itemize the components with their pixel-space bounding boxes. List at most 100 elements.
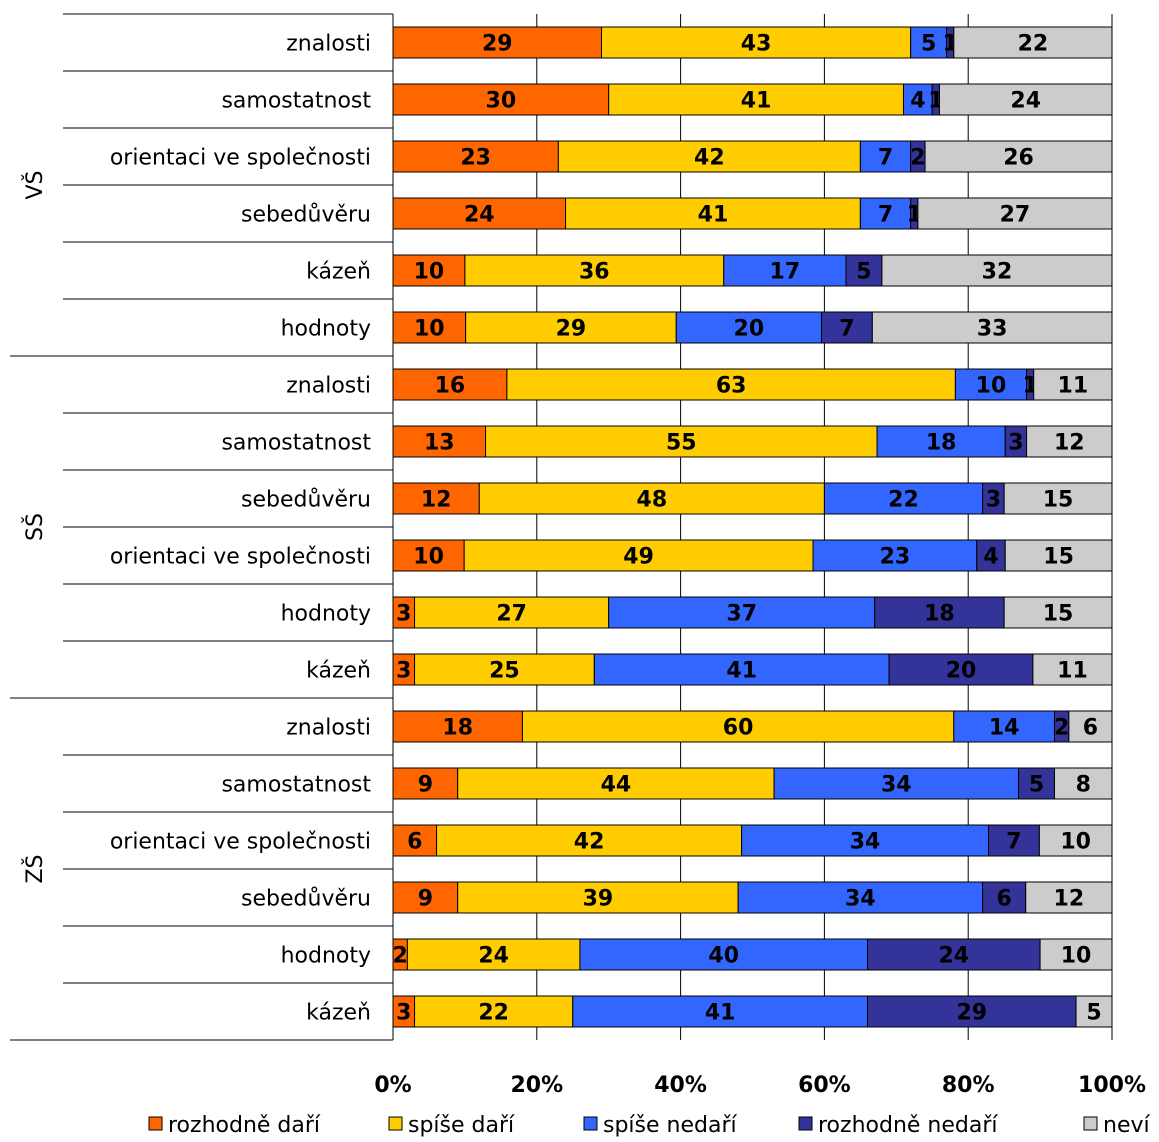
x-tick-label: 60%	[798, 1073, 851, 1098]
bar-segment	[953, 26, 1113, 59]
data-label: 3	[1008, 431, 1023, 456]
legend-swatch	[798, 1116, 813, 1131]
data-label: 49	[623, 545, 654, 570]
group-label: ZŠ	[22, 854, 48, 883]
bar-segment	[392, 767, 459, 800]
data-label: 37	[726, 602, 757, 627]
bar-segment	[871, 311, 1113, 344]
data-label: 63	[716, 374, 747, 399]
bar-segment	[1032, 653, 1113, 686]
bar-segment	[1033, 368, 1113, 401]
data-label: 24	[478, 944, 509, 969]
bar-segment	[593, 653, 890, 686]
data-label: 4	[910, 89, 925, 114]
category-label: kázeň	[306, 260, 371, 285]
category-label: kázeň	[306, 659, 371, 684]
data-label: 27	[1000, 203, 1031, 228]
bar-segment	[888, 653, 1034, 686]
bar-segment	[406, 938, 581, 971]
bar-segment	[876, 425, 1006, 458]
data-label: 41	[741, 89, 772, 114]
data-label: 15	[1043, 488, 1074, 513]
bar-segment	[982, 881, 1027, 914]
data-label: 24	[464, 203, 495, 228]
data-label: 12	[1054, 887, 1085, 912]
bar-segment	[820, 311, 873, 344]
bar-segment	[392, 881, 459, 914]
data-label: 2	[393, 944, 408, 969]
bar-segment	[675, 311, 822, 344]
data-label: 7	[839, 317, 854, 342]
data-label: 3	[396, 1001, 411, 1026]
data-label: 34	[881, 773, 912, 798]
bar-segment	[463, 539, 814, 572]
x-tick-label: 100%	[1078, 1073, 1146, 1098]
data-label: 20	[946, 659, 977, 684]
data-label: 3	[396, 602, 411, 627]
data-label: 5	[921, 32, 936, 57]
bar-segment	[392, 197, 567, 230]
data-label: 43	[741, 32, 772, 57]
bar-segment	[392, 710, 523, 743]
category-label: kázeň	[306, 1001, 371, 1026]
data-label: 34	[845, 887, 876, 912]
data-label: 12	[421, 488, 452, 513]
bar-segment	[579, 938, 869, 971]
bar-segment	[741, 824, 990, 857]
bar-segment	[392, 425, 487, 458]
data-label: 7	[878, 203, 893, 228]
category-label: samostatnost	[221, 773, 371, 798]
data-label: 48	[637, 488, 668, 513]
bar-segment	[464, 254, 725, 287]
bar-segment	[1003, 596, 1113, 629]
group-labels: VŠ SŠ ZŠ	[22, 170, 48, 883]
category-label: hodnoty	[281, 317, 371, 342]
bar-segment	[867, 938, 1041, 971]
bar-segment	[881, 254, 1113, 287]
bar-segment	[1053, 767, 1113, 800]
category-label: samostatnost	[221, 431, 371, 456]
bar-segment	[812, 539, 978, 572]
bar-segment	[392, 140, 559, 173]
bar-segment	[1068, 710, 1113, 743]
data-label: 30	[486, 89, 517, 114]
bar-segment	[954, 368, 1028, 401]
x-tick-label: 40%	[654, 1073, 707, 1098]
data-label: 10	[1061, 944, 1092, 969]
bar-segment	[608, 83, 904, 116]
category-label: sebedůvěru	[241, 887, 371, 912]
data-label: 23	[460, 146, 491, 171]
bar-segment	[1018, 767, 1055, 800]
category-label: sebedůvěru	[241, 488, 371, 513]
legend-label: spíše nedaří	[603, 1113, 737, 1138]
legend-label: rozhodně nedaří	[818, 1113, 998, 1138]
data-label: 7	[1006, 830, 1021, 855]
data-label: 17	[770, 260, 801, 285]
data-label: 8	[1076, 773, 1091, 798]
data-label: 3	[396, 659, 411, 684]
bar-segment	[392, 26, 603, 59]
data-label: 5	[1029, 773, 1044, 798]
data-label: 18	[924, 602, 955, 627]
data-label: 14	[989, 716, 1020, 741]
bar-segment	[436, 824, 743, 857]
data-label: 29	[482, 32, 513, 57]
x-axis-ticks: 0% 20% 40% 60% 80% 100%	[374, 1073, 1146, 1098]
data-label: 6	[407, 830, 422, 855]
data-label: 55	[666, 431, 697, 456]
x-tick-label: 80%	[942, 1073, 995, 1098]
category-label: znalosti	[286, 374, 371, 399]
bar-segment	[1075, 995, 1113, 1028]
data-label: 44	[601, 773, 632, 798]
bar-segment	[859, 140, 912, 173]
bar-segment	[414, 995, 574, 1028]
x-tick-label: 0%	[374, 1073, 411, 1098]
data-label: 15	[1043, 602, 1074, 627]
bar-segment	[465, 311, 677, 344]
bar-segment	[392, 83, 610, 116]
legend: rozhodně daří spíše daří spíše nedaří rozho…	[148, 1113, 1150, 1138]
data-label: 32	[982, 260, 1013, 285]
data-label: 29	[556, 317, 587, 342]
x-tick-label: 20%	[510, 1073, 563, 1098]
legend-swatch	[388, 1116, 403, 1131]
